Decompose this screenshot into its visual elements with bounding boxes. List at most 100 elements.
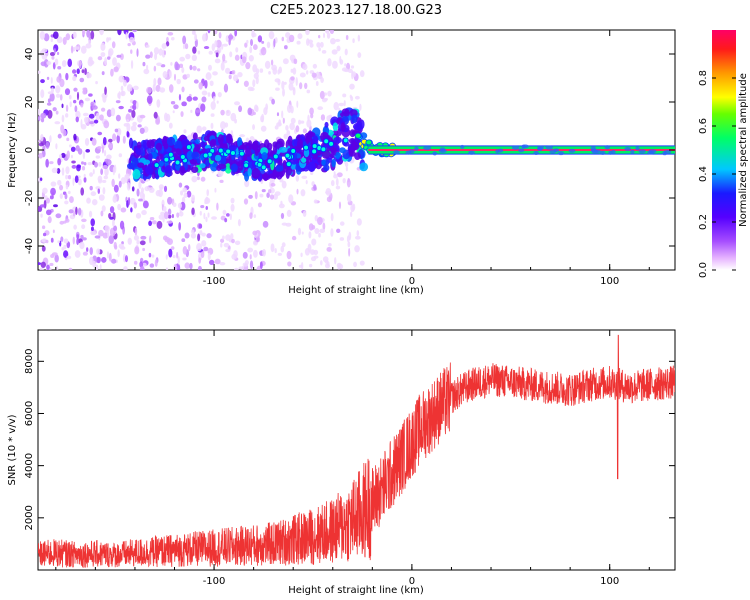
- heatmap-noise-cell: [67, 190, 71, 195]
- heatmap-noise-cell: [341, 67, 348, 72]
- heatmap-noise-cell: [210, 101, 216, 110]
- heatmap-noise-cell: [132, 85, 139, 91]
- heatmap-noise-cell: [253, 72, 259, 80]
- heatmap-noise-cell: [184, 232, 190, 239]
- heatmap-noise-cell: [90, 101, 95, 107]
- heatmap-noise-cell: [330, 38, 336, 45]
- heatmap-noise-cell: [132, 121, 137, 127]
- heatmap-signal-cell: [191, 166, 199, 173]
- heatmap-noise-cell: [183, 129, 187, 134]
- heatmap-noise-cell: [311, 225, 316, 230]
- heatmap-noise-cell: [183, 192, 188, 199]
- heatmap-noise-cell: [40, 261, 46, 268]
- heatmap-noise-cell: [56, 51, 60, 56]
- heatmap-noise-cell: [40, 79, 45, 84]
- heatmap-noise-cell: [167, 208, 172, 216]
- heatmap-noise-cell: [49, 262, 54, 266]
- heatmap-signal-cell: [329, 147, 337, 153]
- heatmap-noise-cell: [170, 61, 173, 66]
- heatmap-signal-cell: [348, 146, 354, 157]
- heatmap-signal-cell: [237, 137, 243, 148]
- spectrogram-xlabel: Height of straight line (km): [288, 285, 424, 296]
- heatmap-noise-cell: [198, 223, 203, 229]
- heatmap-noise-cell: [204, 79, 208, 89]
- heatmap-noise-cell: [114, 245, 118, 250]
- heatmap-noise-cell: [59, 193, 63, 199]
- heatmap-noise-cell: [252, 79, 256, 88]
- heatmap-peak-cell: [256, 161, 263, 168]
- heatmap-noise-cell: [299, 72, 306, 78]
- heatmap-noise-cell: [326, 246, 332, 252]
- heatmap-noise-cell: [80, 124, 87, 130]
- heatmap-noise-cell: [164, 236, 171, 243]
- heatmap-noise-cell: [53, 204, 58, 208]
- heatmap-noise-cell: [99, 30, 104, 36]
- heatmap-noise-cell: [62, 36, 67, 45]
- heatmap-noise-cell: [238, 266, 245, 270]
- heatmap-noise-cell: [293, 58, 298, 65]
- heatmap-noise-cell: [197, 233, 201, 242]
- heatmap-noise-cell: [65, 166, 70, 175]
- heatmap-peak-cell: [225, 148, 232, 155]
- heatmap-noise-cell: [277, 252, 283, 256]
- heatmap-noise-cell: [175, 63, 180, 71]
- heatmap-noise-cell: [69, 101, 72, 108]
- heatmap-noise-cell: [125, 173, 130, 180]
- heatmap-noise-cell: [313, 255, 319, 259]
- heatmap-noise-cell: [224, 218, 228, 223]
- heatmap-noise-cell: [59, 220, 65, 225]
- heatmap-noise-cell: [39, 31, 46, 40]
- colorbar-tick-label: 0.2: [698, 214, 709, 230]
- heatmap-noise-cell: [176, 212, 180, 218]
- heatmap-signal-cell: [335, 151, 341, 160]
- heatmap-noise-cell: [144, 186, 151, 192]
- carrier-sidelobe-cell: [511, 145, 520, 150]
- heatmap-noise-cell: [96, 256, 101, 264]
- heatmap-noise-cell: [59, 154, 62, 159]
- snr-ytick-label: 2000: [24, 505, 35, 530]
- heatmap-noise-cell: [80, 45, 87, 54]
- heatmap-noise-cell: [136, 188, 140, 197]
- heatmap-noise-cell: [266, 41, 271, 49]
- heatmap-noise-cell: [217, 92, 222, 98]
- heatmap-noise-cell: [338, 201, 342, 209]
- heatmap-noise-cell: [356, 230, 360, 237]
- heatmap-noise-cell: [104, 158, 109, 163]
- heatmap-signal-cell: [194, 142, 201, 151]
- heatmap-noise-cell: [215, 52, 219, 58]
- heatmap-noise-cell: [318, 34, 321, 39]
- heatmap-noise-cell: [95, 264, 99, 270]
- heatmap-noise-cell: [172, 202, 177, 208]
- heatmap-noise-cell: [249, 260, 254, 270]
- heatmap-noise-cell: [104, 167, 109, 177]
- heatmap-noise-cell: [38, 70, 41, 74]
- heatmap-noise-cell: [109, 206, 115, 214]
- heatmap-noise-cell: [170, 246, 175, 250]
- heatmap-signal-cell: [220, 143, 229, 150]
- heatmap-noise-cell: [131, 186, 135, 192]
- heatmap-noise-cell: [129, 99, 134, 103]
- heatmap-noise-cell: [38, 139, 42, 143]
- carrier-sidelobe-cell: [647, 150, 655, 155]
- heatmap-noise-cell: [88, 210, 93, 218]
- heatmap-noise-cell: [112, 195, 118, 203]
- heatmap-noise-cell: [84, 97, 91, 102]
- heatmap-noise-cell: [347, 68, 353, 73]
- heatmap-signal-cell: [333, 136, 342, 144]
- heatmap-noise-cell: [112, 166, 116, 176]
- heatmap-noise-cell: [320, 114, 326, 121]
- heatmap-noise-cell: [153, 111, 158, 119]
- heatmap-noise-cell: [249, 212, 253, 220]
- heatmap-noise-cell: [244, 42, 248, 48]
- carrier-sidelobe-cell: [468, 150, 475, 155]
- heatmap-noise-cell: [243, 80, 249, 87]
- heatmap-noise-cell: [219, 262, 226, 266]
- snr-axes: -100 0 100 2000 4000 6000 8000: [24, 330, 675, 587]
- heatmap-noise-cell: [107, 56, 111, 60]
- heatmap-noise-cell: [111, 178, 115, 188]
- heatmap-noise-cell: [201, 232, 206, 237]
- heatmap-noise-cell: [319, 41, 324, 48]
- heatmap-noise-cell: [59, 94, 63, 101]
- heatmap-noise-cell: [259, 68, 264, 73]
- heatmap-noise-cell: [75, 206, 78, 215]
